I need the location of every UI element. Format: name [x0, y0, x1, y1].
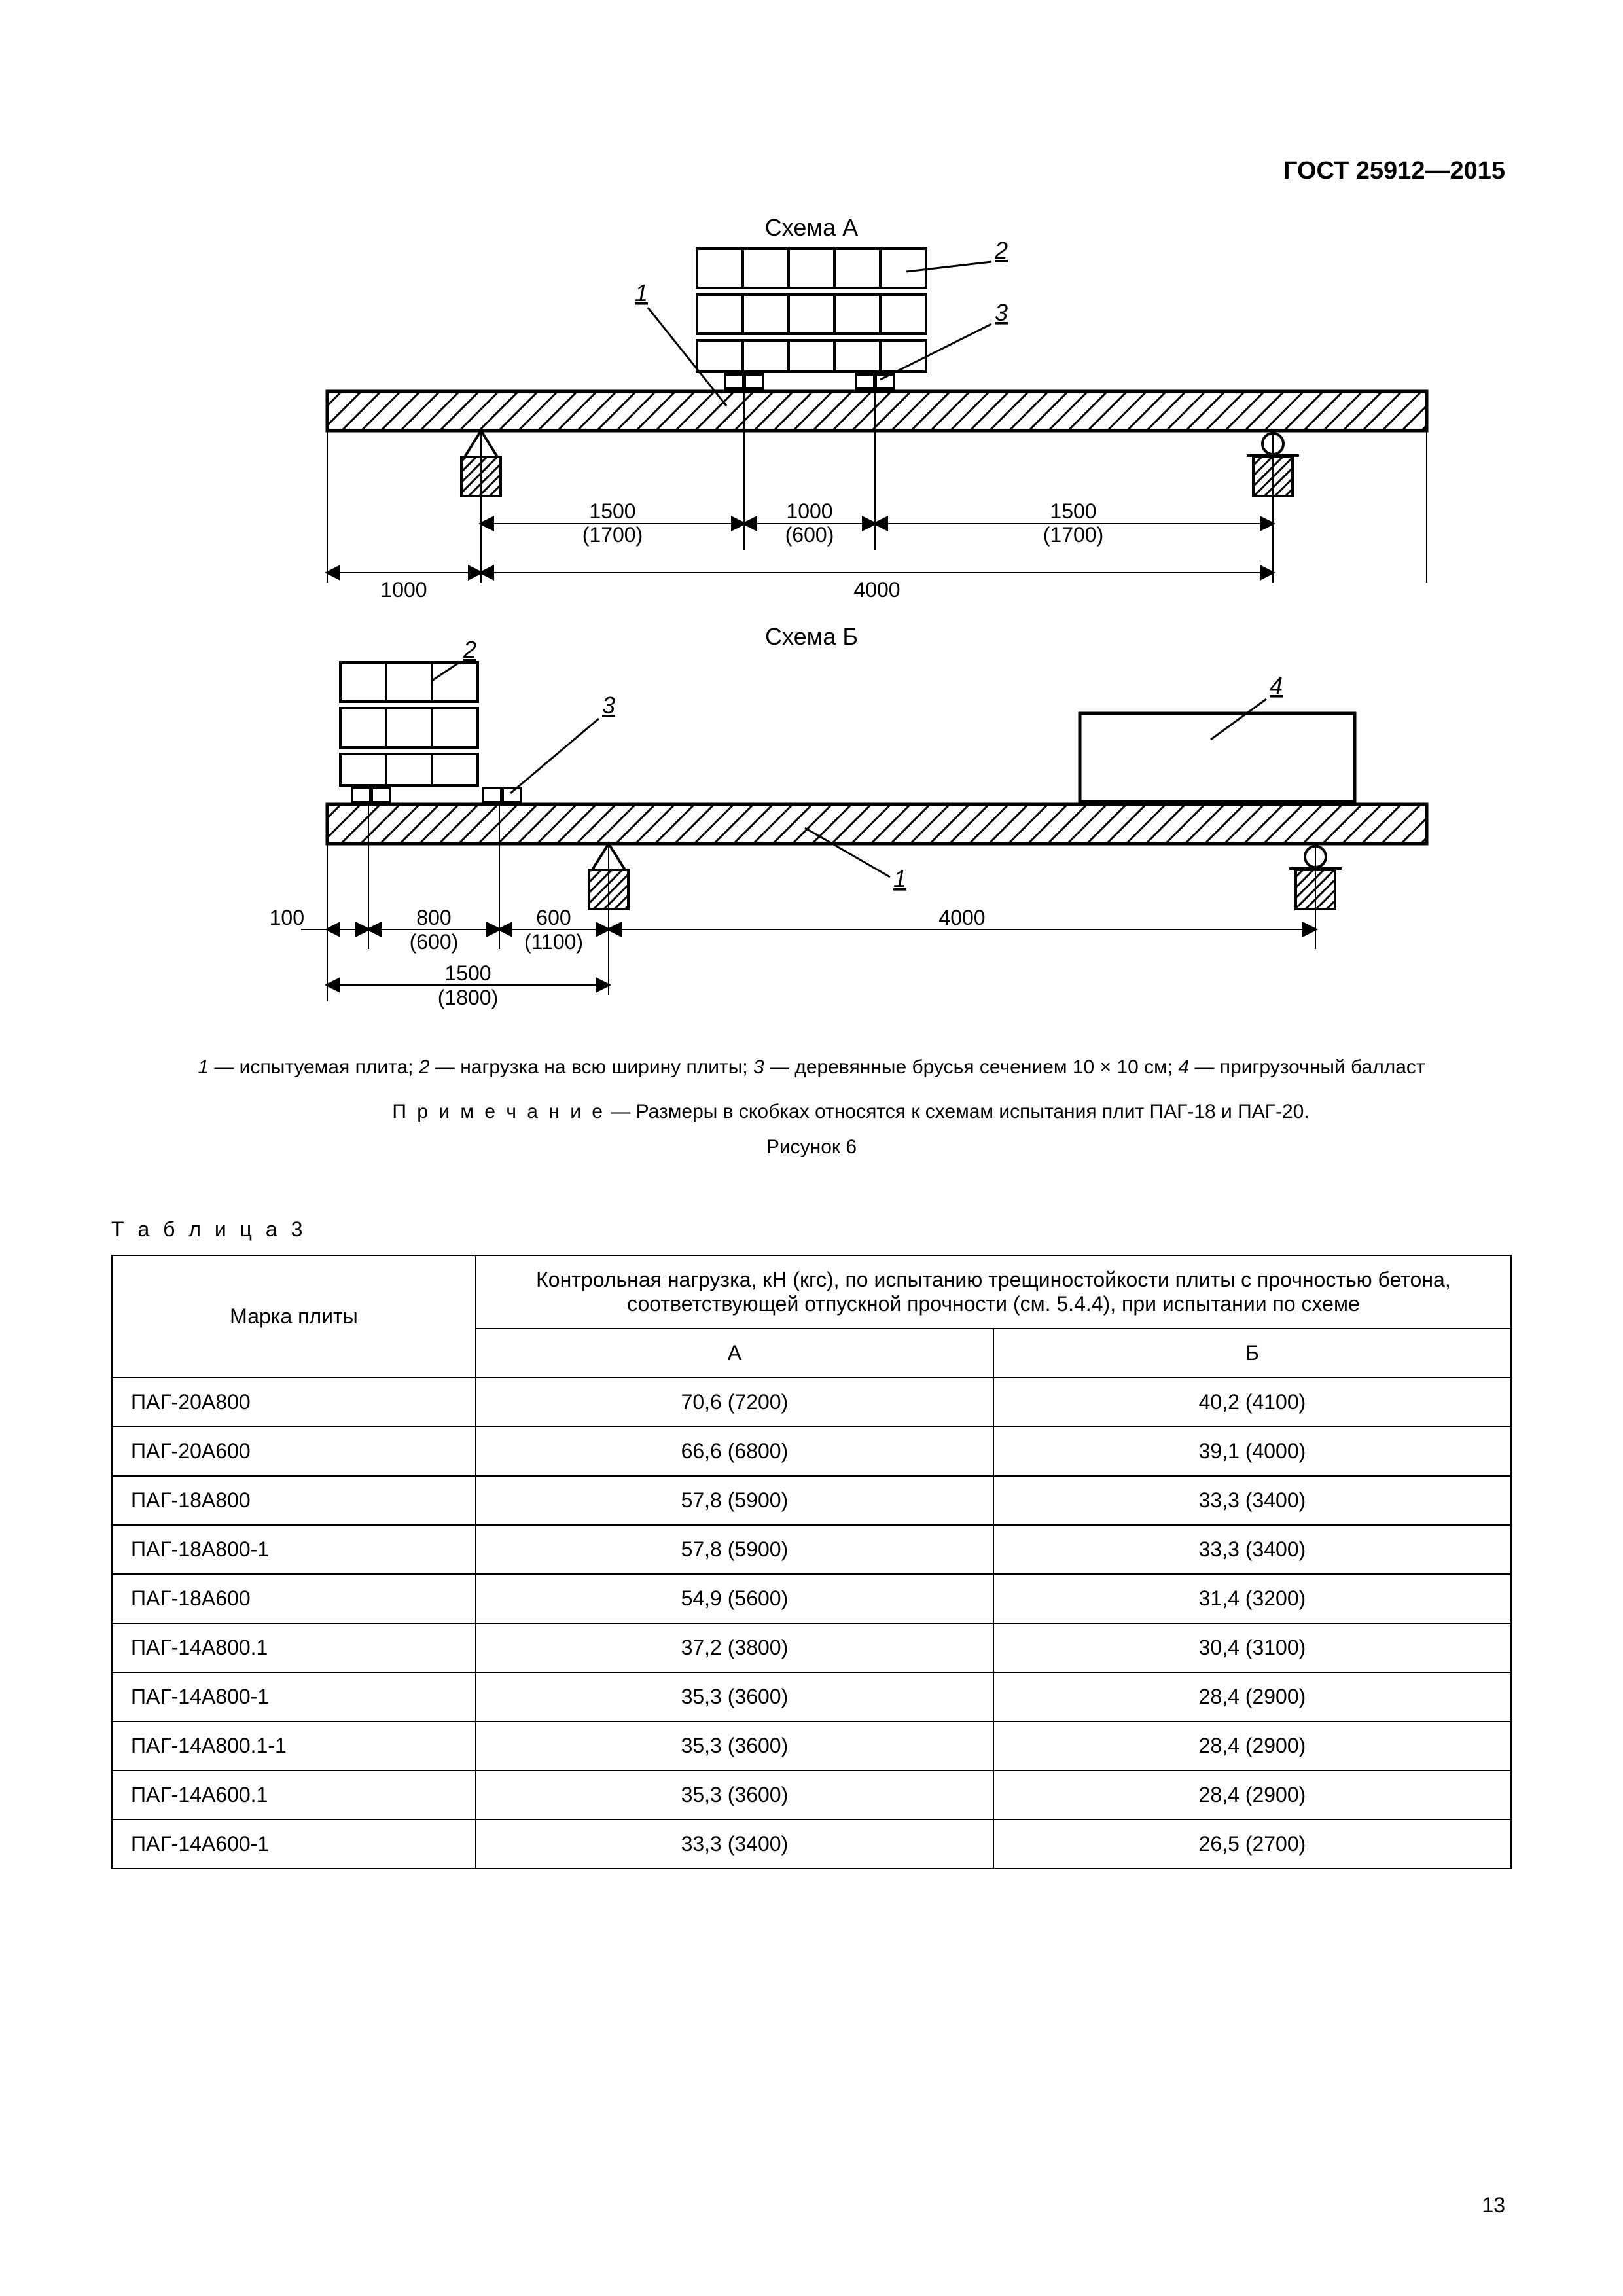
- cell-a: 70,6 (7200): [476, 1378, 993, 1427]
- diagram-a: Схема А: [190, 209, 1433, 622]
- table-row: ПАГ-14A600.135,3 (3600)28,4 (2900): [112, 1770, 1511, 1820]
- cell-name: ПАГ-18A600: [112, 1574, 476, 1623]
- dim-b-800: 800: [416, 906, 451, 929]
- diagram-b-title: Схема Б: [765, 623, 858, 650]
- diagram-a-title: Схема А: [765, 214, 858, 241]
- label-a-1: 1: [635, 279, 648, 306]
- cell-name: ПАГ-14A800.1-1: [112, 1721, 476, 1770]
- dim-a-1700-2: (1700): [1043, 523, 1104, 547]
- table-row: ПАГ-14A800-135,3 (3600)28,4 (2900): [112, 1672, 1511, 1721]
- cell-b: 30,4 (3100): [993, 1623, 1511, 1672]
- cell-b: 28,4 (2900): [993, 1721, 1511, 1770]
- cell-b: 33,3 (3400): [993, 1525, 1511, 1574]
- dim-a-600: (600): [785, 523, 834, 547]
- cell-name: ПАГ-14A600.1: [112, 1770, 476, 1820]
- dim-b-4000: 4000: [938, 906, 985, 929]
- table-row: ПАГ-14A800.1-135,3 (3600)28,4 (2900): [112, 1721, 1511, 1770]
- label-a-2: 2: [994, 237, 1008, 264]
- label-a-3: 3: [995, 299, 1008, 326]
- cell-b: 31,4 (3200): [993, 1574, 1511, 1623]
- cell-b: 33,3 (3400): [993, 1476, 1511, 1525]
- cell-name: ПАГ-20A800: [112, 1378, 476, 1427]
- cell-a: 66,6 (6800): [476, 1427, 993, 1476]
- cell-b: 40,2 (4100): [993, 1378, 1511, 1427]
- dim-a-1500-2: 1500: [1050, 499, 1096, 523]
- table-row: ПАГ-20A60066,6 (6800)39,1 (4000): [112, 1427, 1511, 1476]
- legend: 1 — испытуемая плита; 2 — нагрузка на вс…: [111, 1054, 1512, 1081]
- cell-name: ПАГ-18A800-1: [112, 1525, 476, 1574]
- table-3: Марка плиты Контрольная нагрузка, кН (кг…: [111, 1255, 1512, 1869]
- dim-a-1000: 1000: [786, 499, 832, 523]
- cell-name: ПАГ-14A800-1: [112, 1672, 476, 1721]
- table-row: ПАГ-20A80070,6 (7200)40,2 (4100): [112, 1378, 1511, 1427]
- dim-a-1700-1: (1700): [582, 523, 643, 547]
- cell-a: 57,8 (5900): [476, 1476, 993, 1525]
- cell-a: 57,8 (5900): [476, 1525, 993, 1574]
- cell-a: 33,3 (3400): [476, 1820, 993, 1869]
- figure-caption: Рисунок 6: [766, 1136, 857, 1158]
- cell-b: 39,1 (4000): [993, 1427, 1511, 1476]
- note: П р и м е ч а н и е — Размеры в скобках …: [313, 1101, 1309, 1123]
- col-b: Б: [993, 1329, 1511, 1378]
- dim-a-4000: 4000: [853, 578, 900, 601]
- dim-b-1500: 1500: [444, 961, 491, 985]
- cell-a: 35,3 (3600): [476, 1770, 993, 1820]
- page-number: 13: [1482, 2193, 1505, 2217]
- dim-a-left-1000: 1000: [380, 578, 427, 601]
- cell-a: 37,2 (3800): [476, 1623, 993, 1672]
- table-row: ПАГ-18A80057,8 (5900)33,3 (3400): [112, 1476, 1511, 1525]
- diagram-b: Схема Б: [190, 622, 1433, 1041]
- label-b-2: 2: [463, 636, 476, 663]
- doc-id: ГОСТ 25912—2015: [1283, 157, 1505, 185]
- col-plate: Марка плиты: [112, 1255, 476, 1378]
- col-main: Контрольная нагрузка, кН (кгс), по испыт…: [476, 1255, 1511, 1329]
- dim-b-1500p: (1800): [438, 986, 499, 1009]
- dim-a-1500-1: 1500: [589, 499, 635, 523]
- table-row: ПАГ-18A60054,9 (5600)31,4 (3200): [112, 1574, 1511, 1623]
- cell-a: 35,3 (3600): [476, 1721, 993, 1770]
- dim-b-100: 100: [270, 906, 304, 929]
- table-title: Т а б л и ц а 3: [111, 1217, 1512, 1242]
- cell-b: 28,4 (2900): [993, 1770, 1511, 1820]
- dim-b-600p: (1100): [524, 930, 583, 954]
- label-b-4: 4: [1270, 672, 1283, 699]
- table-row: ПАГ-18A800-157,8 (5900)33,3 (3400): [112, 1525, 1511, 1574]
- dim-b-600: 600: [536, 906, 571, 929]
- table-row: ПАГ-14A800.137,2 (3800)30,4 (3100): [112, 1623, 1511, 1672]
- cell-name: ПАГ-14A600-1: [112, 1820, 476, 1869]
- cell-name: ПАГ-20A600: [112, 1427, 476, 1476]
- cell-name: ПАГ-14A800.1: [112, 1623, 476, 1672]
- cell-b: 28,4 (2900): [993, 1672, 1511, 1721]
- cell-a: 54,9 (5600): [476, 1574, 993, 1623]
- cell-name: ПАГ-18A800: [112, 1476, 476, 1525]
- col-a: А: [476, 1329, 993, 1378]
- label-b-3: 3: [602, 692, 615, 719]
- cell-b: 26,5 (2700): [993, 1820, 1511, 1869]
- dim-b-800p: (600): [410, 930, 459, 954]
- table-row: ПАГ-14A600-133,3 (3400)26,5 (2700): [112, 1820, 1511, 1869]
- cell-a: 35,3 (3600): [476, 1672, 993, 1721]
- label-b-1: 1: [893, 865, 906, 892]
